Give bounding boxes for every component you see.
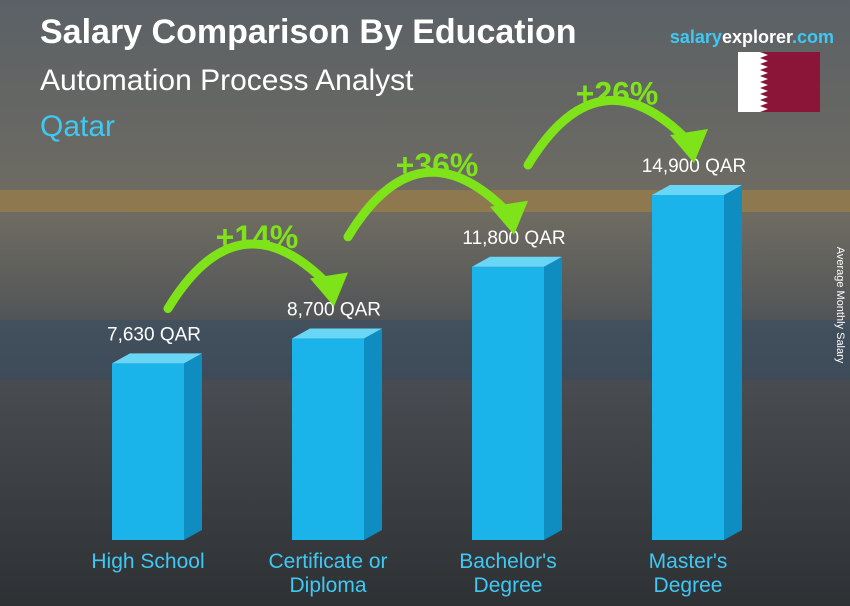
category-label: Bachelor's Degree	[459, 550, 557, 597]
bar	[652, 185, 742, 540]
bar-front	[652, 195, 724, 540]
bar-side	[364, 328, 382, 540]
category-label: High School	[91, 550, 205, 573]
growth-arrow	[163, 239, 335, 314]
growth-arrowhead	[670, 129, 708, 163]
bar-top	[652, 185, 742, 195]
bar-front	[292, 338, 364, 540]
growth-label: +14%	[216, 219, 299, 255]
value-label: 14,900 QAR	[642, 156, 747, 177]
brand-part: salary	[670, 27, 722, 47]
country: Qatar	[40, 110, 115, 143]
value-label: 7,630 QAR	[107, 324, 201, 345]
title: Salary Comparison By Education	[40, 13, 577, 51]
bar-top	[472, 256, 562, 267]
bar-front	[112, 363, 184, 540]
brand-part: explorer	[722, 27, 793, 47]
bar-top	[112, 353, 202, 364]
bar-side	[544, 256, 562, 540]
growth-arrowhead	[490, 200, 528, 235]
bar-top	[292, 328, 382, 339]
bar-side	[184, 353, 202, 540]
flag	[738, 52, 820, 112]
axis-label: Average Monthly Salary	[834, 247, 846, 364]
background-beam	[0, 190, 850, 212]
growth-arrow	[343, 167, 515, 242]
growth-arrowhead	[310, 272, 348, 307]
brand-part: .com	[792, 27, 834, 47]
bar	[292, 328, 382, 540]
bar-front	[472, 266, 544, 540]
bar	[112, 353, 202, 540]
subtitle: Automation Process Analyst	[40, 64, 414, 97]
value-label: 8,700 QAR	[287, 300, 381, 321]
value-label: 11,800 QAR	[462, 228, 565, 249]
growth-arrow	[523, 95, 695, 170]
bar-side	[724, 185, 742, 540]
category-label: Certificate or Diploma	[268, 550, 388, 597]
growth-label: +36%	[396, 147, 479, 183]
bar	[472, 256, 562, 540]
category-label: Master's Degree	[648, 550, 728, 597]
growth-label: +26%	[576, 75, 659, 111]
brand: salaryexplorer.com	[670, 27, 834, 47]
